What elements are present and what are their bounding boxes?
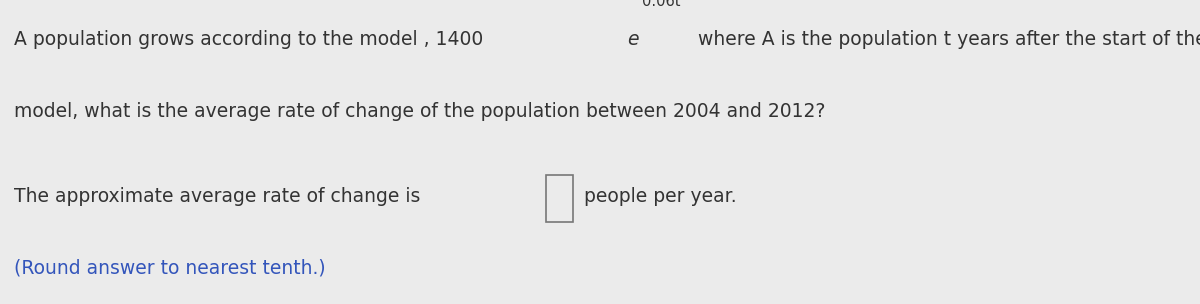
FancyBboxPatch shape <box>546 175 572 222</box>
Text: 0.06t: 0.06t <box>642 0 680 9</box>
Text: A population grows according to the model , 1400: A population grows according to the mode… <box>14 30 490 49</box>
Text: e: e <box>628 30 640 49</box>
Text: people per year.: people per year. <box>577 187 737 206</box>
Text: model, what is the average rate of change of the population between 2004 and 201: model, what is the average rate of chang… <box>14 102 826 121</box>
Text: (Round answer to nearest tenth.): (Round answer to nearest tenth.) <box>14 258 326 277</box>
Text: The approximate average rate of change is: The approximate average rate of change i… <box>14 187 427 206</box>
Text: where A is the population t years after the start of the year 2000. According to: where A is the population t years after … <box>692 30 1200 49</box>
